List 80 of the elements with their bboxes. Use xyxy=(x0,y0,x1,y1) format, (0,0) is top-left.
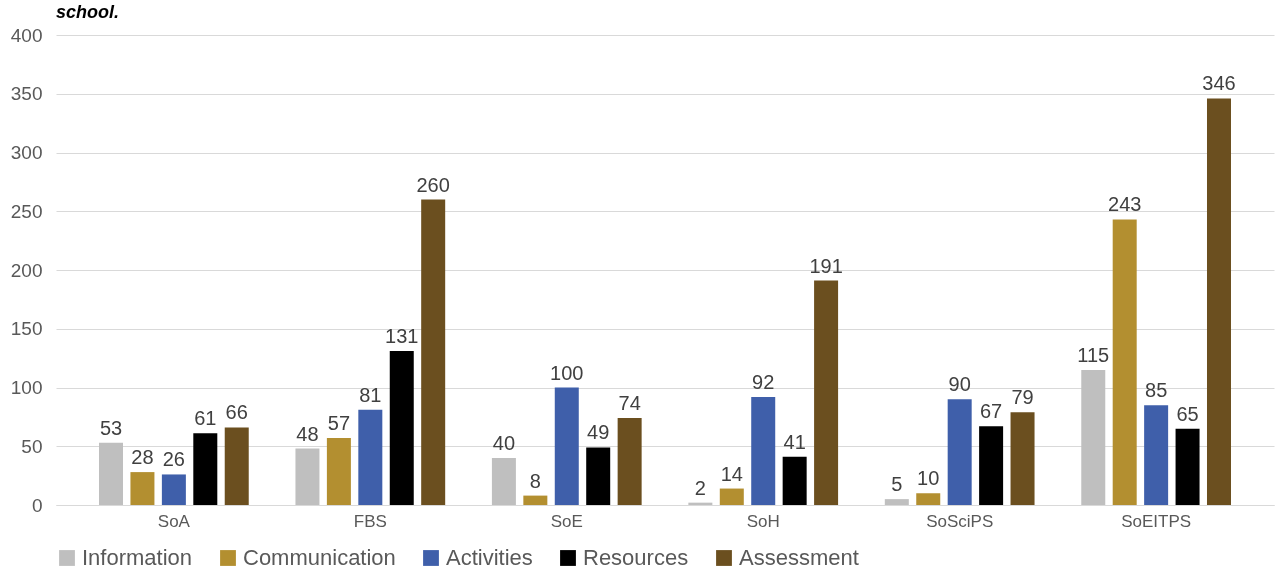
data-label: 115 xyxy=(1077,343,1110,366)
bar xyxy=(751,396,776,505)
legend-label: Communication xyxy=(243,545,396,570)
bar xyxy=(421,199,446,505)
data-label: 8 xyxy=(529,469,541,492)
y-tick-label: 0 xyxy=(31,494,43,516)
data-label: 26 xyxy=(162,448,185,471)
bar xyxy=(491,458,516,505)
data-label: 14 xyxy=(720,462,743,485)
legend-label: Information xyxy=(82,545,193,570)
bar xyxy=(1144,405,1169,505)
data-label: 53 xyxy=(99,416,123,439)
bar xyxy=(719,488,744,505)
bar xyxy=(523,495,548,505)
data-label: 61 xyxy=(194,407,217,430)
data-label: 260 xyxy=(416,173,450,196)
bar xyxy=(1206,98,1231,505)
legend-label: Assessment xyxy=(739,545,859,570)
data-label: 81 xyxy=(359,383,382,406)
data-label: 131 xyxy=(385,325,419,348)
bar xyxy=(99,442,124,505)
x-tick-label: SoA xyxy=(157,511,191,531)
bar xyxy=(1112,219,1137,505)
data-label: 28 xyxy=(131,446,154,469)
data-label: 92 xyxy=(752,370,775,393)
bar xyxy=(295,448,320,505)
y-tick-label: 400 xyxy=(10,24,43,46)
x-tick-label: SoE xyxy=(550,511,583,531)
data-label: 191 xyxy=(809,254,843,277)
data-label: 65 xyxy=(1176,402,1199,425)
data-label: 346 xyxy=(1202,72,1236,95)
data-label: 5 xyxy=(891,473,903,496)
data-label: 74 xyxy=(618,392,641,415)
bar xyxy=(979,426,1004,505)
data-label: 48 xyxy=(296,422,319,445)
bar xyxy=(916,493,941,505)
data-label: 41 xyxy=(783,430,806,453)
text: school. xyxy=(56,2,120,22)
y-tick-label: 300 xyxy=(10,142,43,163)
bar xyxy=(224,427,249,505)
data-label: 66 xyxy=(225,401,248,424)
bar xyxy=(554,387,579,505)
x-tick-label: FBS xyxy=(353,511,387,531)
bar xyxy=(586,447,611,505)
x-tick-label: SoSciPS xyxy=(926,511,994,531)
bar xyxy=(326,438,351,505)
bar xyxy=(782,456,807,505)
bar xyxy=(884,499,909,505)
data-label: 100 xyxy=(550,361,584,384)
y-tick-label: 150 xyxy=(10,318,43,340)
legend-label: Resources xyxy=(583,545,689,570)
y-tick-label: 350 xyxy=(10,83,43,105)
bar xyxy=(130,472,155,505)
bar xyxy=(358,409,383,505)
bar xyxy=(161,474,186,505)
y-tick-label: 50 xyxy=(21,435,43,457)
data-label: 67 xyxy=(979,400,1003,423)
bar xyxy=(1010,412,1035,505)
data-label: 57 xyxy=(327,412,351,435)
bar xyxy=(389,351,414,505)
bar xyxy=(617,418,642,505)
data-label: 90 xyxy=(948,373,971,396)
bar xyxy=(1175,428,1200,505)
bar xyxy=(947,399,972,505)
data-label: 2 xyxy=(694,476,706,499)
y-tick-label: 250 xyxy=(10,200,43,222)
data-label: 243 xyxy=(1108,193,1142,216)
bar xyxy=(1081,369,1106,505)
data-label: 49 xyxy=(587,421,610,444)
data-label: 79 xyxy=(1011,386,1034,409)
x-tick-label: SoEITPS xyxy=(1121,511,1192,531)
data-label: 85 xyxy=(1145,379,1168,402)
data-label: 40 xyxy=(492,432,516,454)
y-tick-label: 200 xyxy=(10,259,43,281)
bar xyxy=(814,280,839,505)
bar xyxy=(193,433,218,505)
x-tick-label: SoH xyxy=(746,511,780,531)
legend-label: Activities xyxy=(446,545,533,570)
y-tick-label: 100 xyxy=(10,377,43,398)
data-label: 10 xyxy=(917,467,940,490)
